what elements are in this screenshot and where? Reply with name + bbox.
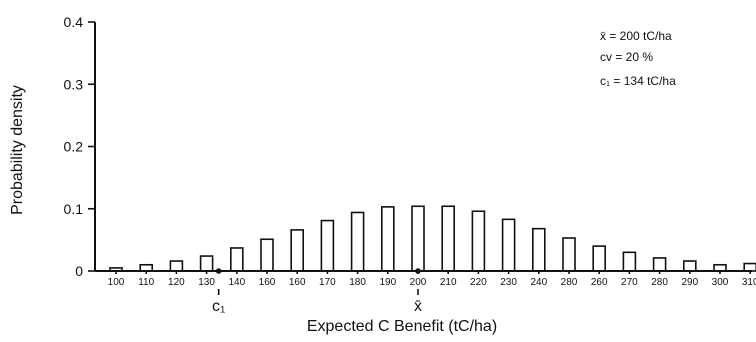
x-tick-label: 280 <box>561 277 578 288</box>
bar <box>622 251 637 272</box>
marker-label: c₁ <box>212 298 225 315</box>
y-tick-label: 0.3 <box>64 76 84 92</box>
x-tick-label: 230 <box>500 277 517 288</box>
x-tick-label: 270 <box>621 277 638 288</box>
cv-annotation: cv = 20 % <box>600 50 653 64</box>
c1-annotation: c₁ = 134 tC/ha <box>600 74 676 88</box>
x-tick-label: 310 <box>742 277 756 288</box>
bar <box>501 218 516 272</box>
bar <box>199 255 214 272</box>
x-tick-label: 200 <box>410 277 427 288</box>
x-tick-label: 280 <box>651 277 668 288</box>
bar <box>592 245 607 272</box>
x-tick-label: 140 <box>228 277 245 288</box>
bar <box>471 210 486 272</box>
bar <box>682 260 697 272</box>
bar <box>230 247 244 272</box>
x-axis-label: Expected C Benefit (tC/ha) <box>307 318 497 335</box>
x-tick-label: 260 <box>591 277 608 288</box>
y-tick-label: 0.4 <box>64 14 84 30</box>
bar <box>320 219 335 272</box>
x-tick-label: 180 <box>349 277 366 288</box>
mean-annotation: x̄ = 200 tC/ha <box>600 29 672 43</box>
x-tick-label: 210 <box>440 277 457 288</box>
x-tick-label: 160 <box>259 277 276 288</box>
bar <box>290 229 305 272</box>
bar <box>411 205 425 272</box>
x-tick-label: 170 <box>319 277 336 288</box>
bars <box>109 205 756 272</box>
bar <box>380 206 395 272</box>
y-ticks: 0 0.1 0.2 0.3 0.4 <box>64 14 95 279</box>
marker-label: x̄ <box>414 298 422 315</box>
y-axis-label: Probability density <box>9 85 26 215</box>
x-tick-label: 160 <box>289 277 306 288</box>
x-tick-label: 110 <box>138 277 154 288</box>
x-tick-label: 290 <box>681 277 698 288</box>
bar <box>260 238 274 272</box>
bar <box>562 237 576 272</box>
x-tick-label: 240 <box>530 277 547 288</box>
y-tick-label: 0.2 <box>64 139 84 155</box>
x-tick-label: 300 <box>712 277 729 288</box>
x-tick-label: 190 <box>379 277 396 288</box>
x-tick-label: 220 <box>470 277 487 288</box>
bar <box>441 205 456 272</box>
bar <box>531 227 546 272</box>
bar <box>743 262 756 272</box>
y-tick-label: 0 <box>75 263 83 279</box>
x-tick-label: 100 <box>108 277 125 288</box>
markers: c₁ x̄ <box>212 268 422 315</box>
x-tick-label: 120 <box>168 277 185 288</box>
bar <box>350 211 365 272</box>
bar <box>652 257 667 272</box>
x-tick-label: 130 <box>198 277 215 288</box>
y-tick-label: 0.1 <box>64 201 84 217</box>
x-ticks: 100 110 120 130 140 160 160 170 180 190 200 210 220 2… <box>108 271 756 288</box>
bar <box>169 260 184 272</box>
